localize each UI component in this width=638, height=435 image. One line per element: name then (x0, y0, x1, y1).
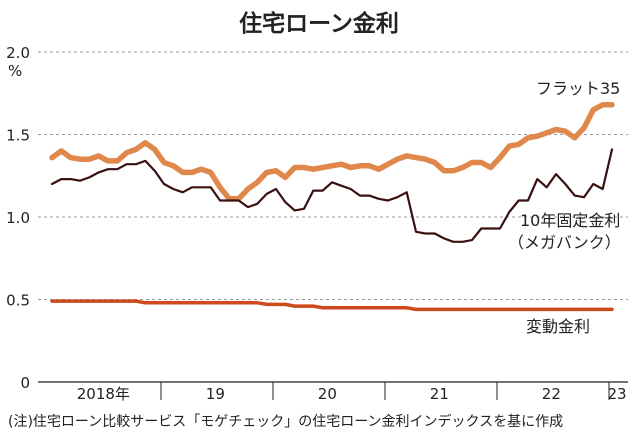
series-label-flat35: フラット35 (536, 79, 620, 98)
x-tick-label: 2018年 (77, 385, 130, 403)
y-tick-label: 0 (20, 374, 30, 392)
y-tick-label: 0.5 (6, 292, 30, 310)
y-tick-label: 2.0 (6, 44, 30, 62)
fixed-10yr-line (50, 148, 614, 243)
x-axis: 2018年 19 20 21 22 23 (38, 381, 628, 403)
y-tick-label: 1.5 (6, 127, 30, 145)
x-tick-label: 21 (430, 385, 449, 403)
y-unit: % (8, 62, 22, 80)
source-note: (注)住宅ローン比較サービス「モゲチェック」の住宅ローン金利インデックスを基に作… (8, 413, 563, 430)
series-lines (49, 102, 615, 312)
y-tick-label: 1.0 (6, 209, 30, 227)
x-tick-label: 20 (318, 385, 337, 403)
x-tick-label: 23 (607, 385, 626, 403)
series-label-fixed-line2: （メガバンク） (508, 233, 621, 252)
variable-rate-line (50, 299, 614, 312)
x-tick-label: 19 (206, 385, 225, 403)
flat35-line (49, 102, 615, 202)
y-axis-ticks: 0 0.5 1.0 1.5 2.0 (6, 44, 30, 392)
x-tick-label: 22 (542, 385, 561, 403)
series-label-variable: 変動金利 (526, 317, 590, 336)
chart-title: 住宅ローン金利 (239, 10, 399, 37)
series-label-fixed-line1: 10年固定金利 (520, 211, 620, 230)
